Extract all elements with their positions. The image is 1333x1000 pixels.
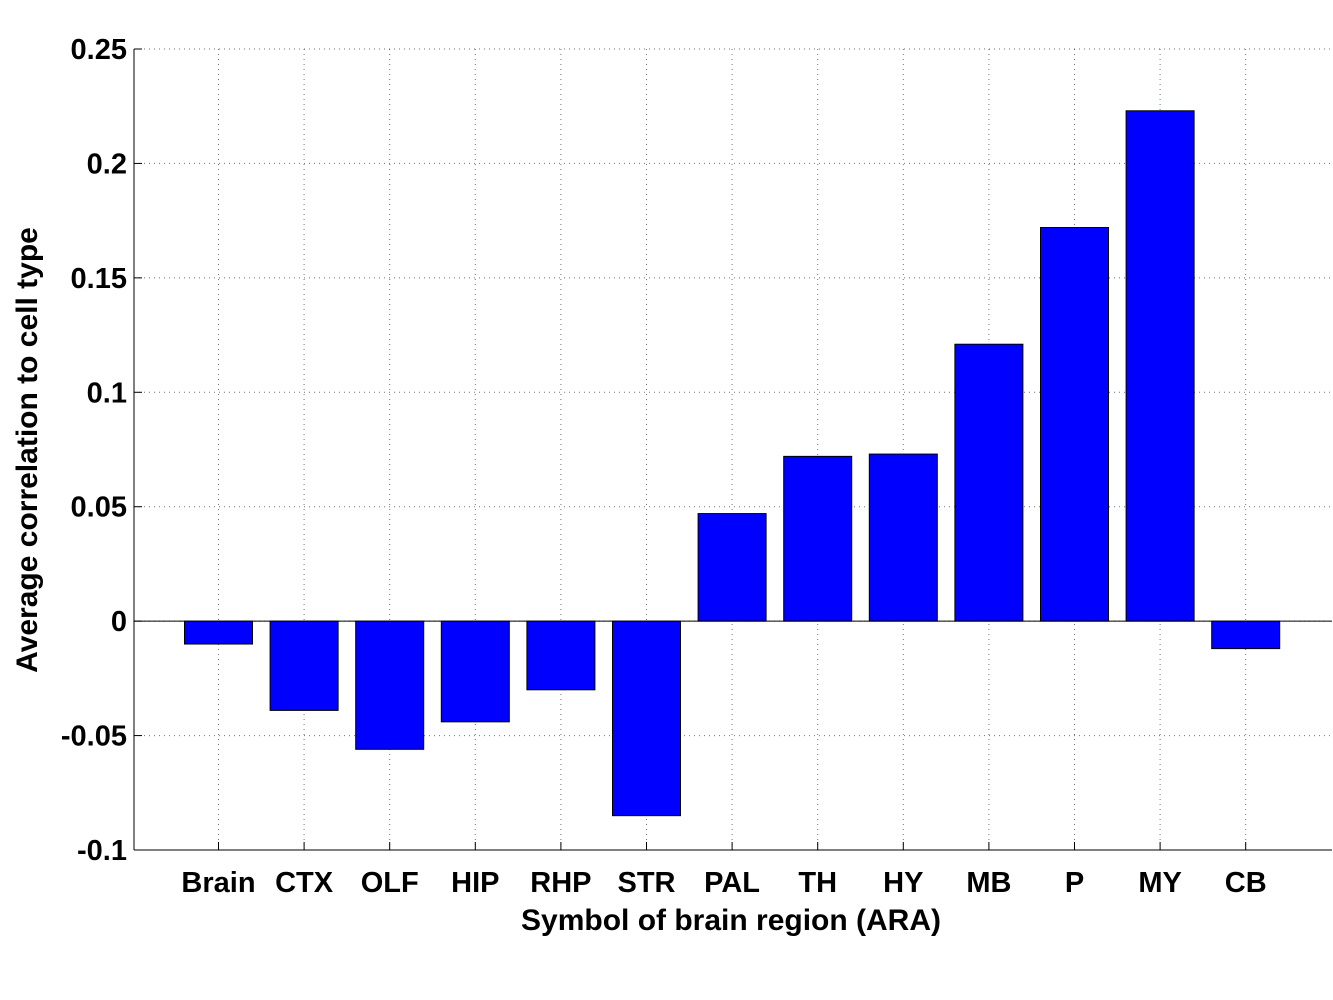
bar-ctx xyxy=(269,620,339,711)
bar-p xyxy=(1040,227,1109,622)
x-tick-labels: Brain CTX OLF HIP RHP STR PAL TH HY MB P MY CB xyxy=(181,867,1266,899)
x-tick-label: CTX xyxy=(275,867,334,899)
bar-pal xyxy=(697,513,767,622)
x-tick-label: RHP xyxy=(530,867,591,899)
y-tick-label: 0.1 xyxy=(87,377,127,409)
x-tick-label: TH xyxy=(798,867,837,899)
x-axis-title: Symbol of brain region (ARA) xyxy=(521,904,941,937)
x-tick-label: Brain xyxy=(181,867,255,899)
bar-th xyxy=(783,455,853,622)
bar-cb xyxy=(1211,620,1281,650)
y-tick-label: -0.1 xyxy=(77,835,127,867)
bar-brain xyxy=(184,620,253,645)
bar-mb xyxy=(954,343,1024,622)
bar-olf xyxy=(355,620,425,750)
x-tick-label: HY xyxy=(883,867,923,899)
x-tick-label: HIP xyxy=(451,867,499,899)
y-tick-label: -0.05 xyxy=(61,721,127,753)
bar-str xyxy=(612,620,681,817)
y-tick-labels: -0.1 -0.05 0 0.05 0.1 0.15 0.2 0.25 xyxy=(61,34,127,867)
x-tick-label: OLF xyxy=(361,867,419,899)
bar-my xyxy=(1125,110,1195,622)
y-axis-title: Average correlation to cell type xyxy=(11,227,44,673)
bars xyxy=(184,110,1281,817)
y-tick-label: 0 xyxy=(111,606,127,638)
y-tick-label: 0.2 xyxy=(87,148,127,180)
x-tick-label: PAL xyxy=(704,867,760,899)
axes xyxy=(133,48,1332,851)
x-tick-label: P xyxy=(1065,867,1084,899)
bar-hy xyxy=(868,453,938,622)
x-tick-label: STR xyxy=(618,867,676,899)
y-tick-label: 0.15 xyxy=(71,263,127,295)
y-tick-label: 0.05 xyxy=(71,492,127,524)
y-tick-label: 0.25 xyxy=(71,34,127,66)
x-tick-label: MY xyxy=(1138,867,1182,899)
bar-rhp xyxy=(526,620,596,691)
x-tick-label: MB xyxy=(966,867,1011,899)
bar-hip xyxy=(440,620,510,723)
x-tick-label: CB xyxy=(1225,867,1267,899)
